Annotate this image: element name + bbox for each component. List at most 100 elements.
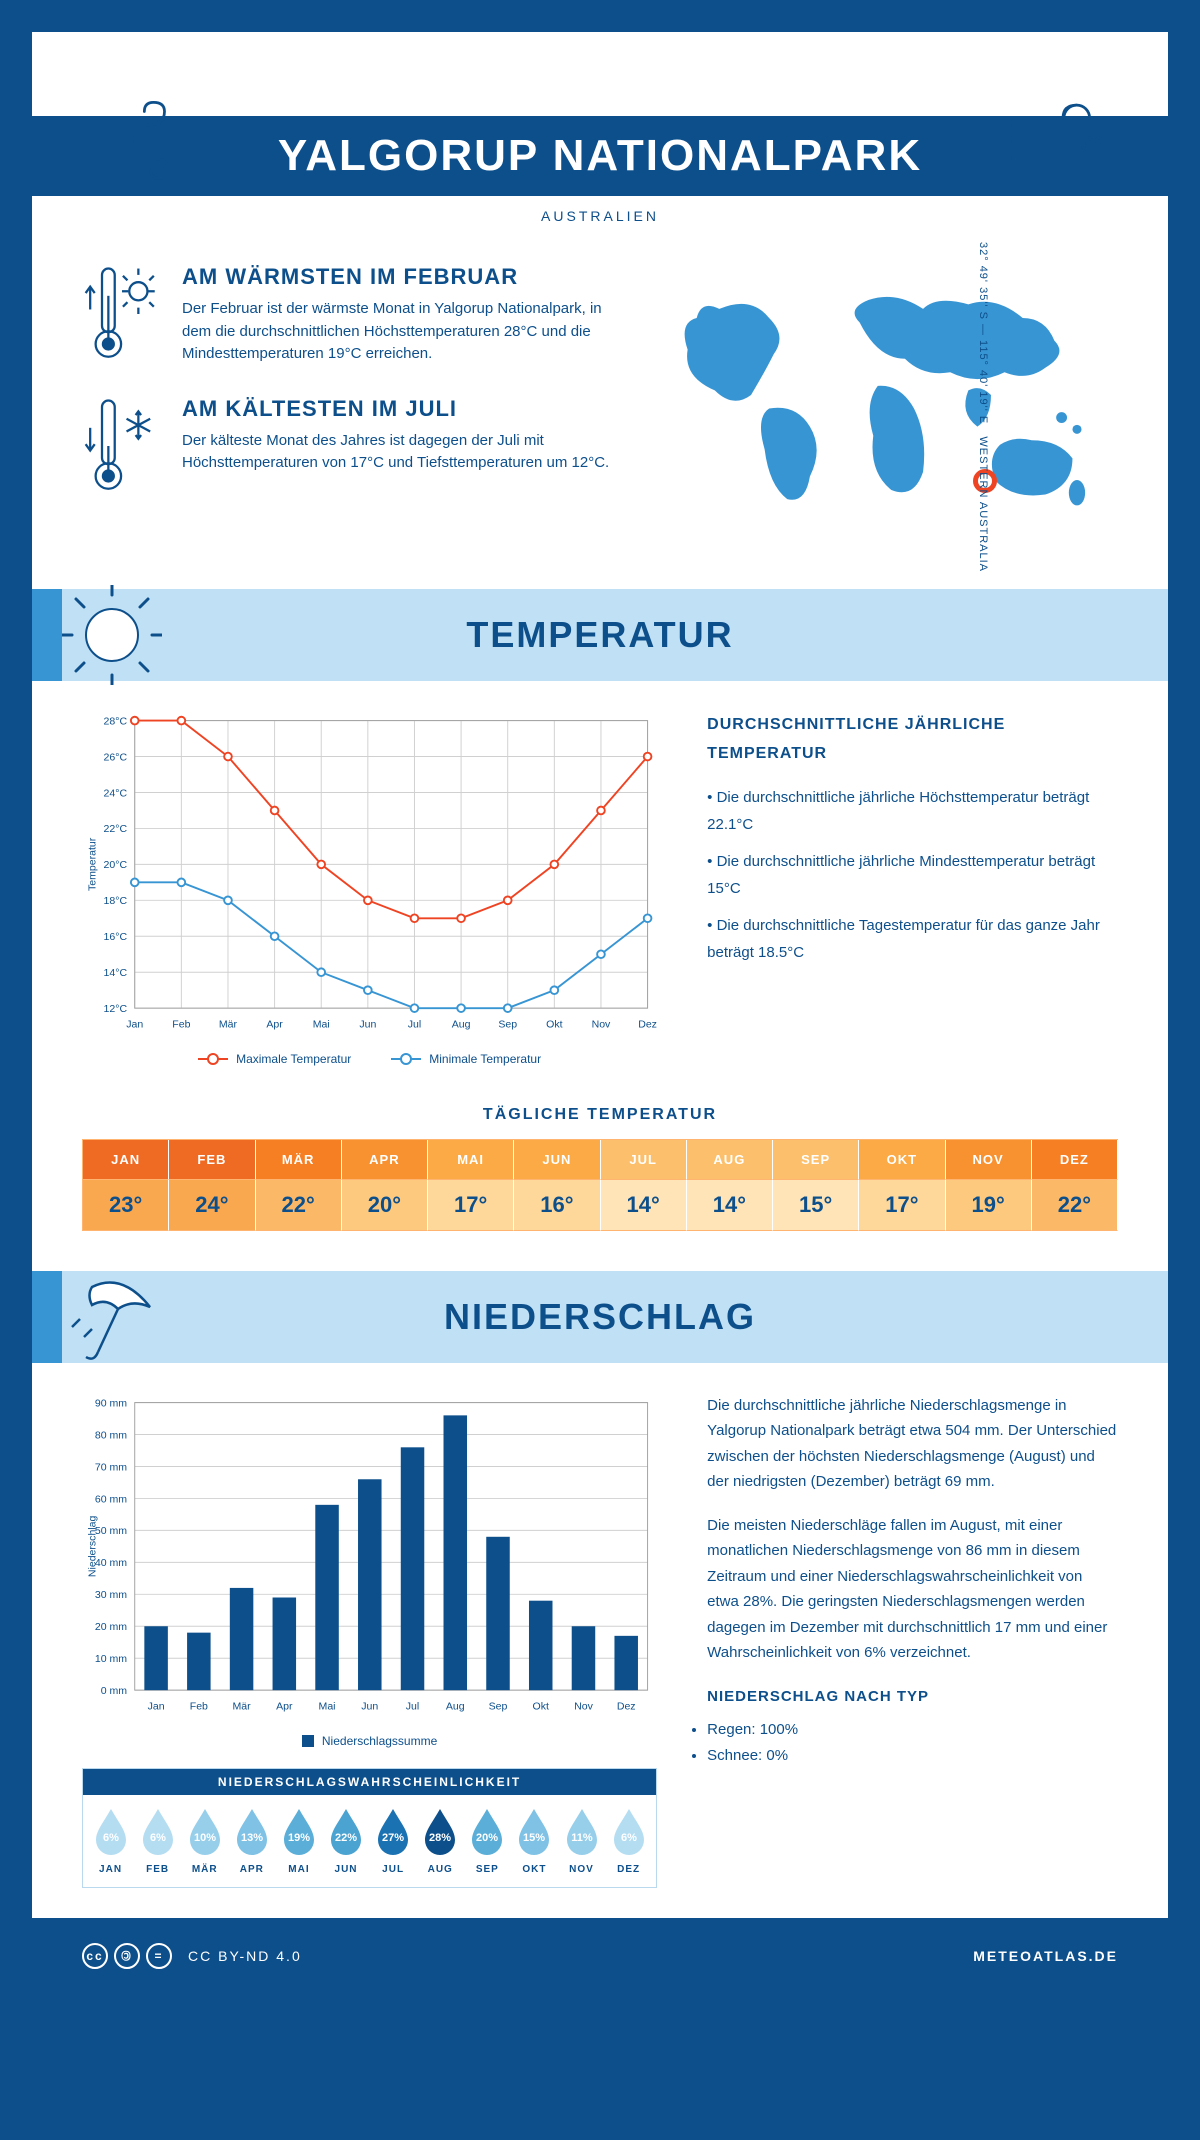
precipitation-text: Die durchschnittliche jährliche Niedersc… xyxy=(707,1393,1118,1888)
thermometer-sun-icon xyxy=(82,264,162,364)
section-title: NIEDERSCHLAG xyxy=(82,1296,1118,1338)
probability-month: AUG xyxy=(418,1864,463,1875)
world-map-icon xyxy=(665,264,1118,544)
license-block: cc 🄯 = CC BY-ND 4.0 xyxy=(82,1943,302,1969)
fact-coldest: AM KÄLTESTEN IM JULI Der kälteste Monat … xyxy=(82,396,625,496)
svg-text:30 mm: 30 mm xyxy=(95,1589,127,1601)
infographic-page: YALGORUP NATIONALPARK AUSTRALIEN xyxy=(20,20,1180,2006)
table-value-cell: 22° xyxy=(1032,1180,1118,1231)
legend-item: Minimale Temperatur xyxy=(391,1052,541,1066)
svg-text:Jun: Jun xyxy=(359,1018,376,1030)
svg-text:Temperatur: Temperatur xyxy=(86,837,98,891)
table-header-cell: FEB xyxy=(169,1140,255,1180)
probability-title: NIEDERSCHLAGSWAHRSCHEINLICHKEIT xyxy=(83,1769,656,1795)
probability-month: NOV xyxy=(559,1864,604,1875)
sun-icon xyxy=(62,585,162,685)
svg-text:28°C: 28°C xyxy=(104,715,128,727)
svg-text:Okt: Okt xyxy=(546,1018,562,1030)
table-header-cell: JUL xyxy=(601,1140,687,1180)
drop-icon: 11% xyxy=(564,1807,600,1855)
svg-text:6%: 6% xyxy=(150,1832,166,1844)
table-value-cell: 16° xyxy=(514,1180,600,1231)
precipitation-probability-box: NIEDERSCHLAGSWAHRSCHEINLICHKEIT 6% JAN 6… xyxy=(82,1768,657,1888)
fact-item: Die durchschnittliche jährliche Höchstte… xyxy=(707,784,1118,838)
svg-text:13%: 13% xyxy=(241,1832,263,1844)
svg-text:Dez: Dez xyxy=(638,1018,657,1030)
facts-list: Die durchschnittliche jährliche Höchstte… xyxy=(707,784,1118,966)
table-header-cell: JUN xyxy=(514,1140,600,1180)
umbrella-icon xyxy=(62,1267,162,1367)
intro-section: AM WÄRMSTEN IM FEBRUAR Der Februar ist d… xyxy=(82,264,1118,549)
legend-item: Niederschlagssumme xyxy=(302,1734,437,1748)
svg-text:Apr: Apr xyxy=(266,1018,283,1030)
drop-icon: 28% xyxy=(422,1807,458,1855)
drop-icon: 6% xyxy=(93,1807,129,1855)
drop-icon: 10% xyxy=(187,1807,223,1855)
svg-text:20 mm: 20 mm xyxy=(95,1621,127,1633)
svg-text:28%: 28% xyxy=(429,1832,451,1844)
svg-text:22%: 22% xyxy=(335,1832,357,1844)
svg-text:Mai: Mai xyxy=(313,1018,330,1030)
table-header-cell: SEP xyxy=(773,1140,859,1180)
probability-item: 28% AUG xyxy=(418,1807,463,1875)
table-header-cell: MAI xyxy=(428,1140,514,1180)
table-header-cell: OKT xyxy=(859,1140,945,1180)
svg-text:Jan: Jan xyxy=(148,1700,165,1712)
facts-title: DURCHSCHNITTLICHE JÄHRLICHE TEMPERATUR xyxy=(707,711,1118,769)
by-icon: 🄯 xyxy=(114,1943,140,1969)
svg-text:60 mm: 60 mm xyxy=(95,1493,127,1505)
precipitation-legend: Niederschlagssumme xyxy=(82,1734,657,1748)
probability-month: JUN xyxy=(323,1864,368,1875)
svg-text:12°C: 12°C xyxy=(104,1003,128,1015)
table-value-cell: 24° xyxy=(169,1180,255,1231)
svg-text:40 mm: 40 mm xyxy=(95,1557,127,1569)
table-value-cell: 22° xyxy=(256,1180,342,1231)
svg-text:14°C: 14°C xyxy=(104,967,128,979)
svg-text:Okt: Okt xyxy=(533,1700,549,1712)
type-item: Schnee: 0% xyxy=(707,1743,1118,1769)
svg-text:Jul: Jul xyxy=(406,1700,419,1712)
drop-icon: 20% xyxy=(469,1807,505,1855)
table-value-cell: 17° xyxy=(428,1180,514,1231)
header: YALGORUP NATIONALPARK AUSTRALIEN xyxy=(82,84,1118,224)
table-value-cell: 14° xyxy=(687,1180,773,1231)
fact-title: AM KÄLTESTEN IM JULI xyxy=(182,396,625,422)
precipitation-row: 0 mm10 mm20 mm30 mm40 mm50 mm60 mm70 mm8… xyxy=(82,1393,1118,1888)
wind-icon xyxy=(1008,94,1118,184)
svg-text:6%: 6% xyxy=(103,1832,119,1844)
title-band: YALGORUP NATIONALPARK xyxy=(32,116,1168,196)
svg-text:19%: 19% xyxy=(288,1832,310,1844)
table-header-cell: APR xyxy=(342,1140,428,1180)
fact-warmest: AM WÄRMSTEN IM FEBRUAR Der Februar ist d… xyxy=(82,264,625,366)
fact-item: Die durchschnittliche jährliche Mindestt… xyxy=(707,848,1118,902)
subtitle: AUSTRALIEN xyxy=(82,208,1118,224)
precip-paragraph: Die meisten Niederschläge fallen im Augu… xyxy=(707,1513,1118,1666)
table-value-cell: 17° xyxy=(859,1180,945,1231)
precipitation-bar-chart: 0 mm10 mm20 mm30 mm40 mm50 mm60 mm70 mm8… xyxy=(82,1393,657,1719)
table-value-cell: 14° xyxy=(601,1180,687,1231)
table-header-cell: DEZ xyxy=(1032,1140,1118,1180)
svg-text:11%: 11% xyxy=(571,1832,593,1844)
probability-item: 13% APR xyxy=(229,1807,274,1875)
svg-text:Feb: Feb xyxy=(172,1018,190,1030)
drop-icon: 22% xyxy=(328,1807,364,1855)
probability-month: JAN xyxy=(88,1864,133,1875)
legend-item: Maximale Temperatur xyxy=(198,1052,351,1066)
table-value-cell: 15° xyxy=(773,1180,859,1231)
svg-text:Mai: Mai xyxy=(319,1700,336,1712)
section-header-temperature: TEMPERATUR xyxy=(32,589,1168,681)
svg-text:Jun: Jun xyxy=(361,1700,378,1712)
probability-item: 27% JUL xyxy=(371,1807,416,1875)
license-text: CC BY-ND 4.0 xyxy=(188,1948,302,1964)
svg-text:10 mm: 10 mm xyxy=(95,1653,127,1665)
probability-month: SEP xyxy=(465,1864,510,1875)
fact-text: Der kälteste Monat des Jahres ist dagege… xyxy=(182,430,625,475)
page-title: YALGORUP NATIONALPARK xyxy=(32,131,1168,181)
svg-text:20%: 20% xyxy=(476,1832,498,1844)
table-header-cell: MÄR xyxy=(256,1140,342,1180)
probability-month: JUL xyxy=(371,1864,416,1875)
drop-icon: 19% xyxy=(281,1807,317,1855)
drop-icon: 6% xyxy=(140,1807,176,1855)
inner-container: YALGORUP NATIONALPARK AUSTRALIEN xyxy=(32,32,1168,1994)
probability-month: DEZ xyxy=(606,1864,651,1875)
